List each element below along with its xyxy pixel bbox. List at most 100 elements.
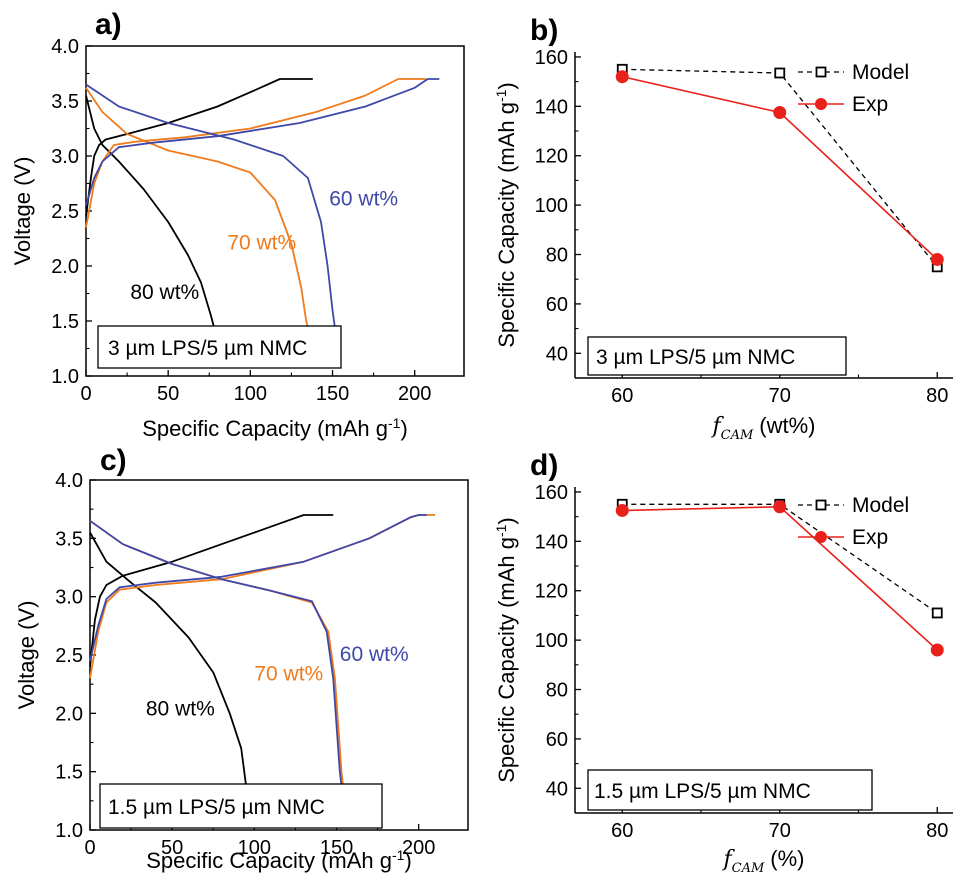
panel-a: a) 1.0 1.5 2.0 2.5 3.0 3.5 4.0 0 50 100 150 200 Volta…: [10, 8, 465, 441]
series-60-wt-: 60 wt%: [89, 514, 427, 786]
data-point: [773, 106, 787, 120]
condition-box: [97, 325, 342, 369]
y-tick-label: 100: [535, 630, 568, 652]
x-tick-label: 200: [402, 837, 435, 859]
y-tick-label: 60: [546, 729, 568, 751]
x-axis-title-end: ): [400, 416, 407, 441]
charge-curve: [89, 514, 334, 667]
panel-c: c) 1.0 1.5 2.0 2.5 3.0 3.5 4.0 0 50 100 150 200 Volta…: [14, 444, 469, 873]
y-axis-title: Specific Capacity (mAh g-1): [493, 517, 519, 783]
y-tick-label: 120: [535, 581, 568, 603]
series-line: [622, 75, 938, 261]
x-tick-label: 150: [316, 383, 349, 405]
legend: Model Exp: [798, 494, 909, 549]
condition-box: [587, 769, 873, 811]
y-tick-label: 3.5: [51, 91, 79, 113]
data-point: [773, 500, 787, 514]
x-tick-label: 70: [769, 820, 791, 842]
y-tick-label: 40: [546, 778, 568, 800]
x-axis-title-end: ): [404, 848, 411, 873]
x-tick-label: 100: [234, 383, 267, 405]
y-tick-label: 80: [546, 245, 568, 267]
y-tick-label: 140: [535, 96, 568, 118]
discharge-curve: [85, 87, 311, 335]
plot-frame: [89, 479, 469, 831]
y-tick-label: 80: [546, 680, 568, 702]
x-tick-label: 70: [769, 385, 791, 407]
y-tick-label: 2.0: [55, 703, 83, 725]
legend-label: Exp: [852, 526, 888, 549]
x-axis-title-unit: (%): [770, 846, 804, 871]
legend-marker: [815, 98, 827, 110]
x-axis-title-sub: CAM: [721, 428, 754, 443]
x-axis-title-sub: CAM: [732, 861, 765, 876]
y-tick-label: 1.0: [51, 366, 79, 388]
x-axis-title-sup: -1: [388, 415, 401, 431]
y-axis-title-main: Specific Capacity (mAh g: [494, 537, 519, 783]
curve-label: 80 wt%: [146, 698, 215, 721]
legend-marker: [815, 531, 827, 543]
y-tick-label: 3.0: [51, 146, 79, 168]
y-axis-title-main: Specific Capacity (mAh g: [494, 102, 519, 348]
discharge-curve: [89, 520, 343, 786]
y-tick-label: 100: [535, 195, 568, 217]
y-tick-label: 120: [535, 146, 568, 168]
y-tick-label: 4.0: [55, 470, 83, 492]
y-tick-label: 60: [546, 294, 568, 316]
legend-label: Exp: [852, 93, 888, 116]
y-tick-label: 2.5: [55, 645, 83, 667]
discharge-curve: [85, 95, 217, 335]
data-point: [774, 67, 786, 79]
x-axis-title-sup: -1: [392, 847, 405, 863]
series-exp: [615, 500, 944, 657]
series-line: [622, 68, 938, 268]
series-80-wt-: 80 wt%: [89, 514, 334, 786]
x-axis-title-main: Specific Capacity (mAh g: [142, 416, 388, 441]
y-tick-label: 40: [546, 343, 568, 365]
series-model: [616, 63, 943, 273]
legend: Model Exp: [798, 61, 909, 116]
legend-marker: [815, 66, 827, 78]
panel-label: c): [100, 444, 127, 477]
y-tick-label: 140: [535, 531, 568, 553]
panel-b: b) 40 60 80 100 120 140 160 60 70 80 Specific Capac…: [493, 14, 953, 443]
legend-label: Model: [852, 61, 909, 84]
x-axis-title-main: Specific Capacity (mAh g: [146, 848, 392, 873]
condition-label: 3 µm LPS/5 µm NMC: [108, 337, 307, 360]
y-axis-title-sup: -1: [493, 89, 509, 102]
x-tick-label: 80: [926, 385, 948, 407]
condition-label: 1.5 µm LPS/5 µm NMC: [594, 780, 811, 803]
x-tick-label: 0: [84, 837, 95, 859]
y-tick-label: 2.5: [51, 201, 79, 223]
x-tick-label: 150: [320, 837, 353, 859]
discharge-curve: [85, 83, 337, 335]
y-axis-title-end: ): [494, 82, 519, 89]
series-80-wt-: 80 wt%: [85, 78, 313, 335]
legend-label: Model: [852, 494, 909, 517]
series-line: [622, 503, 938, 614]
y-tick-label: 1.5: [55, 762, 83, 784]
x-tick-label: 0: [80, 383, 91, 405]
curve-label: 80 wt%: [130, 281, 199, 304]
x-axis-title: Specific Capacity (mAh g-1): [146, 847, 412, 873]
x-tick-label: 100: [238, 837, 271, 859]
legend-marker: [815, 499, 827, 511]
y-tick-label: 1.5: [51, 311, 79, 333]
y-tick-label: 160: [535, 47, 568, 69]
curve-label: 60 wt%: [340, 643, 409, 666]
condition-label: 1.5 µm LPS/5 µm NMC: [108, 796, 325, 819]
x-axis-title: fCAM (wt%): [710, 413, 815, 443]
y-tick-label: 2.0: [51, 256, 79, 278]
condition-box: [99, 783, 383, 829]
series-60-wt-: 60 wt%: [85, 78, 440, 335]
x-axis-title-unit: (wt%): [759, 413, 815, 438]
panel-label: a): [95, 8, 122, 41]
data-point: [930, 643, 944, 657]
curve-label: 60 wt%: [329, 188, 398, 211]
x-axis-title: fCAM (%): [721, 846, 804, 876]
condition-label: 3 µm LPS/5 µm NMC: [596, 346, 795, 369]
x-tick-label: 60: [611, 820, 633, 842]
data-point: [930, 252, 944, 266]
x-tick-label: 60: [611, 385, 633, 407]
